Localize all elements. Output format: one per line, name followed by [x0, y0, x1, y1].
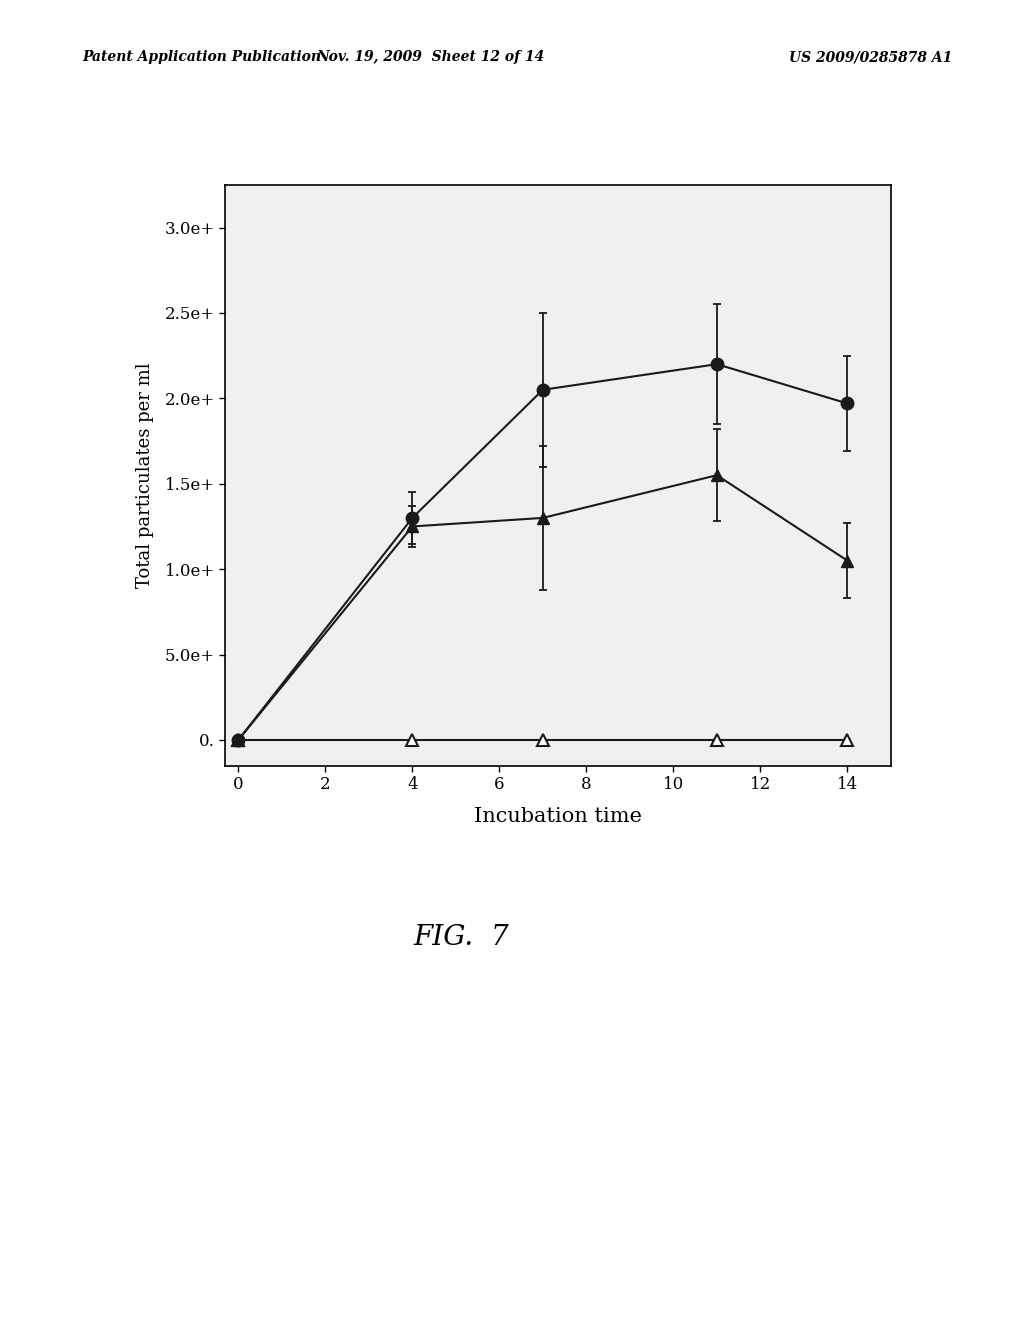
Text: FIG.  7: FIG. 7	[413, 924, 509, 950]
Y-axis label: Total particulates per ml: Total particulates per ml	[135, 363, 154, 587]
Text: Nov. 19, 2009  Sheet 12 of 14: Nov. 19, 2009 Sheet 12 of 14	[316, 50, 544, 65]
Text: Patent Application Publication: Patent Application Publication	[82, 50, 321, 65]
Text: US 2009/0285878 A1: US 2009/0285878 A1	[790, 50, 952, 65]
X-axis label: Incubation time: Incubation time	[474, 807, 642, 826]
